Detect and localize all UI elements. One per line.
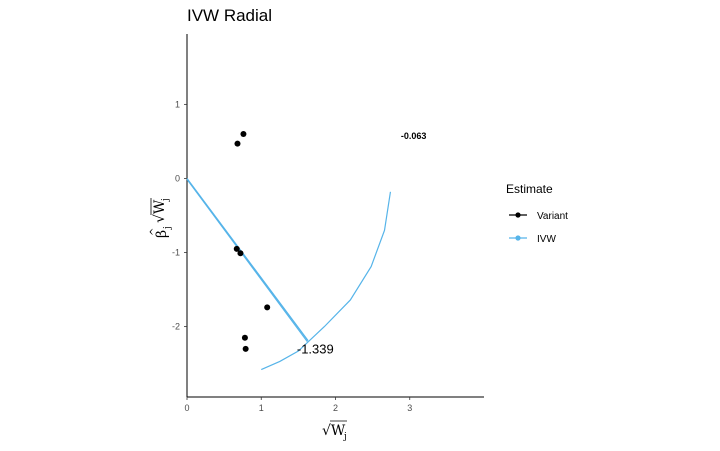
ivw-radial-arc bbox=[261, 191, 392, 371]
legend-label-variant: Variant bbox=[537, 211, 568, 222]
ivw-line-parallel bbox=[186, 179, 308, 343]
legend-item-ivw: IVW bbox=[509, 234, 556, 245]
annotation-label: -0.063 bbox=[401, 131, 427, 141]
legend-key-point-variant bbox=[515, 212, 521, 218]
variant-point bbox=[234, 140, 241, 147]
x-tick-label: 1 bbox=[259, 403, 264, 413]
x-axis-label: √W j bbox=[322, 420, 347, 442]
variant-point bbox=[241, 334, 248, 341]
x-axis-label-main: √W bbox=[322, 423, 346, 439]
legend-label-ivw: IVW bbox=[537, 234, 556, 245]
variant-point bbox=[237, 250, 244, 257]
y-axis-label-hat: ^ bbox=[149, 228, 160, 236]
x-tick-label: 2 bbox=[333, 403, 338, 413]
x-tick-label: 3 bbox=[407, 403, 412, 413]
variant-point bbox=[240, 131, 247, 138]
x-axis-label-subscript: j bbox=[343, 432, 347, 442]
plot-area: 0 1 2 3 1 0 -1 -2 -0.063 -1.339 bbox=[172, 34, 484, 413]
legend-title: Estimate bbox=[506, 182, 553, 196]
annotation-label: -1.339 bbox=[297, 341, 334, 356]
y-tick-label: 0 bbox=[175, 173, 180, 183]
legend-key-point-ivw bbox=[515, 235, 521, 241]
y-axis-label: ^ β j √W j bbox=[149, 198, 173, 238]
variant-point bbox=[264, 304, 271, 311]
y-axis-label-sqrt: √W bbox=[152, 199, 168, 223]
y-tick-label: -1 bbox=[172, 248, 180, 258]
chart-title: IVW Radial bbox=[187, 6, 272, 25]
y-axis-label-beta-subscript: j bbox=[163, 226, 173, 230]
y-axis-label-beta: β bbox=[154, 230, 170, 238]
y-tick-label: 1 bbox=[175, 99, 180, 109]
legend-item-variant: Variant bbox=[509, 211, 568, 222]
variant-point bbox=[242, 345, 249, 352]
y-axis-label-sqrt-subscript: j bbox=[161, 198, 171, 202]
x-tick-label: 0 bbox=[184, 403, 189, 413]
variant-point bbox=[233, 245, 240, 252]
y-tick-label: -2 bbox=[172, 322, 180, 332]
ivw-line bbox=[186, 178, 309, 342]
legend: Estimate Variant IVW bbox=[506, 182, 568, 245]
